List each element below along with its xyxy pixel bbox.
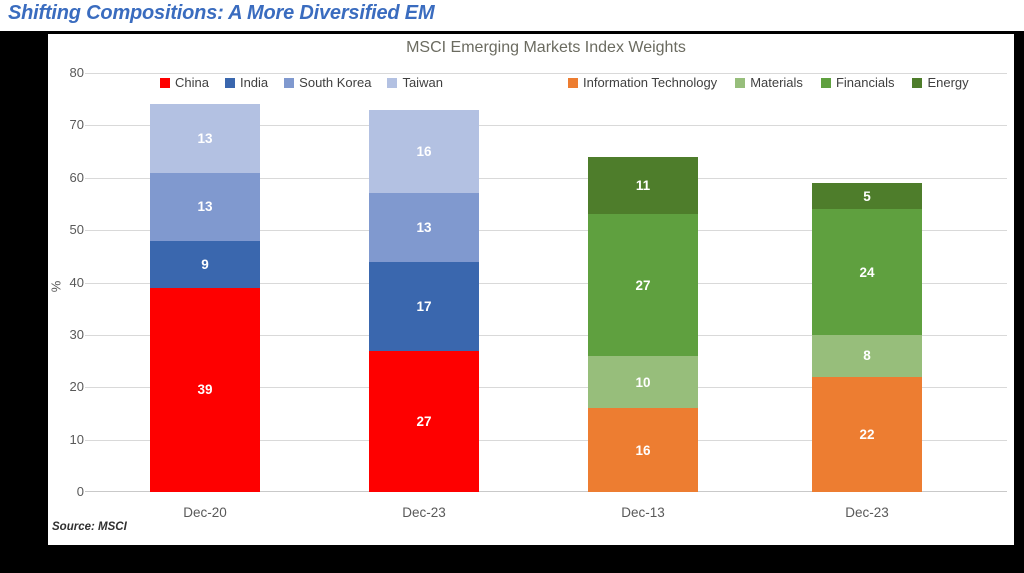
legend-label: China [175, 75, 209, 90]
legend-item: India [224, 75, 269, 90]
stacked-bar: 22 8 24 5 [812, 183, 922, 492]
legend-item: Financials [820, 75, 895, 90]
x-axis-line [85, 491, 1007, 492]
legend-swatch-icon [387, 77, 398, 88]
legend-label: India [239, 75, 269, 90]
bar-segment: 27 [369, 350, 479, 492]
bar-segment: 16 [369, 109, 479, 194]
bar-segment: 27 [588, 214, 698, 356]
page-title: Shifting Compositions: A More Diversifie… [8, 2, 435, 24]
x-axis-category-label: Dec-13 [621, 505, 665, 520]
x-axis-category-label: Dec-23 [402, 505, 446, 520]
bar-segment: 13 [150, 104, 260, 173]
legend-item: China [160, 75, 209, 90]
bar-segment: 13 [150, 172, 260, 241]
bar-value-label: 27 [416, 413, 432, 429]
y-tick-label: 30 [69, 326, 84, 342]
legend-swatch-icon [735, 77, 746, 88]
gridline [85, 387, 1007, 389]
bar-segment: 9 [150, 240, 260, 288]
legend-item: South Korea [284, 75, 371, 90]
bar-value-label: 8 [863, 348, 871, 364]
stacked-bar: 16 10 27 11 [588, 156, 698, 492]
bar-value-label: 22 [859, 426, 875, 442]
plot-area: 39 9 13 13 Dec-20 27 17 13 16 Dec-23 16 10 27 11 Dec-1… [85, 73, 1007, 520]
bar-value-label: 11 [635, 178, 651, 194]
bar-segment: 13 [369, 193, 479, 262]
legend-item: Energy [912, 75, 969, 90]
stacked-bar: 39 9 13 13 [150, 104, 260, 492]
bar-value-label: 10 [635, 374, 651, 390]
bar-value-label: 16 [416, 144, 432, 160]
gridline [85, 439, 1007, 441]
chart-title: MSCI Emerging Markets Index Weights [406, 39, 686, 56]
legend-swatch-icon [224, 77, 235, 88]
bar-segment: 22 [812, 376, 922, 492]
y-tick-label: 80 [69, 65, 84, 80]
bar-segment: 8 [812, 334, 922, 377]
y-tick-label: 40 [69, 274, 84, 290]
legend-label: Information Technology [583, 75, 718, 90]
legend-swatch-icon [284, 77, 295, 88]
legend-item: Information Technology [568, 75, 717, 90]
legend-swatch-icon [568, 77, 578, 88]
gridline [85, 282, 1007, 284]
legend-label: Financials [835, 75, 895, 90]
gridline [85, 334, 1007, 336]
legend-label: Materials [750, 75, 803, 90]
gridline [85, 125, 1007, 127]
bar-value-label: 16 [635, 442, 651, 458]
bar-value-label: 27 [635, 277, 651, 293]
bar-value-label: 13 [197, 131, 213, 146]
bar-segment: 17 [369, 261, 479, 351]
gridline [85, 73, 1007, 74]
legend-swatch-icon [160, 77, 170, 88]
bar-value-label: 13 [416, 220, 432, 236]
source-note: Source: MSCI [52, 521, 127, 533]
bar-value-label: 24 [859, 264, 875, 280]
y-axis-tick-labels: 0 10 20 30 40 50 60 70 80 [48, 65, 84, 499]
bar-segment: 5 [812, 183, 922, 210]
bar-segment: 16 [588, 408, 698, 492]
bar-segment: 10 [588, 355, 698, 409]
bar-value-label: 5 [863, 188, 871, 204]
y-tick-label: 10 [69, 431, 84, 447]
bar-value-label: 39 [197, 382, 213, 398]
legend-item: Taiwan [387, 75, 443, 90]
bar-segment: 24 [812, 209, 922, 335]
legend-label: Taiwan [402, 75, 443, 90]
y-tick-label: 0 [76, 484, 84, 499]
x-axis-category-label: Dec-23 [845, 505, 889, 520]
legend-label: South Korea [299, 75, 372, 90]
gridline [85, 230, 1007, 232]
legend-label: Energy [927, 75, 969, 90]
bar-value-label: 17 [416, 298, 432, 314]
bar-value-label: 9 [201, 256, 209, 272]
chart-frame: MSCI Emerging Markets Index Weights Chin… [0, 31, 1024, 573]
y-axis-label: % [48, 280, 64, 293]
y-tick-label: 70 [69, 117, 84, 133]
legend-swatch-icon [820, 77, 831, 88]
legend-sectors: Information Technology Materials Financial… [568, 75, 969, 90]
bar-segment: 39 [150, 287, 260, 492]
legend-item: Materials [735, 75, 803, 90]
y-tick-label: 60 [69, 169, 84, 185]
stacked-bar: 27 17 13 16 [369, 109, 479, 492]
legend-countries: China India South Korea Taiwan [160, 75, 443, 90]
y-tick-label: 20 [69, 379, 84, 395]
bar-segment: 11 [588, 156, 698, 215]
legend-swatch-icon [912, 77, 923, 88]
x-axis-category-label: Dec-20 [183, 505, 227, 520]
gridline [85, 177, 1007, 179]
bar-value-label: 13 [197, 199, 213, 215]
y-tick-label: 50 [69, 222, 84, 238]
chart-area: MSCI Emerging Markets Index Weights Chin… [48, 34, 1014, 545]
